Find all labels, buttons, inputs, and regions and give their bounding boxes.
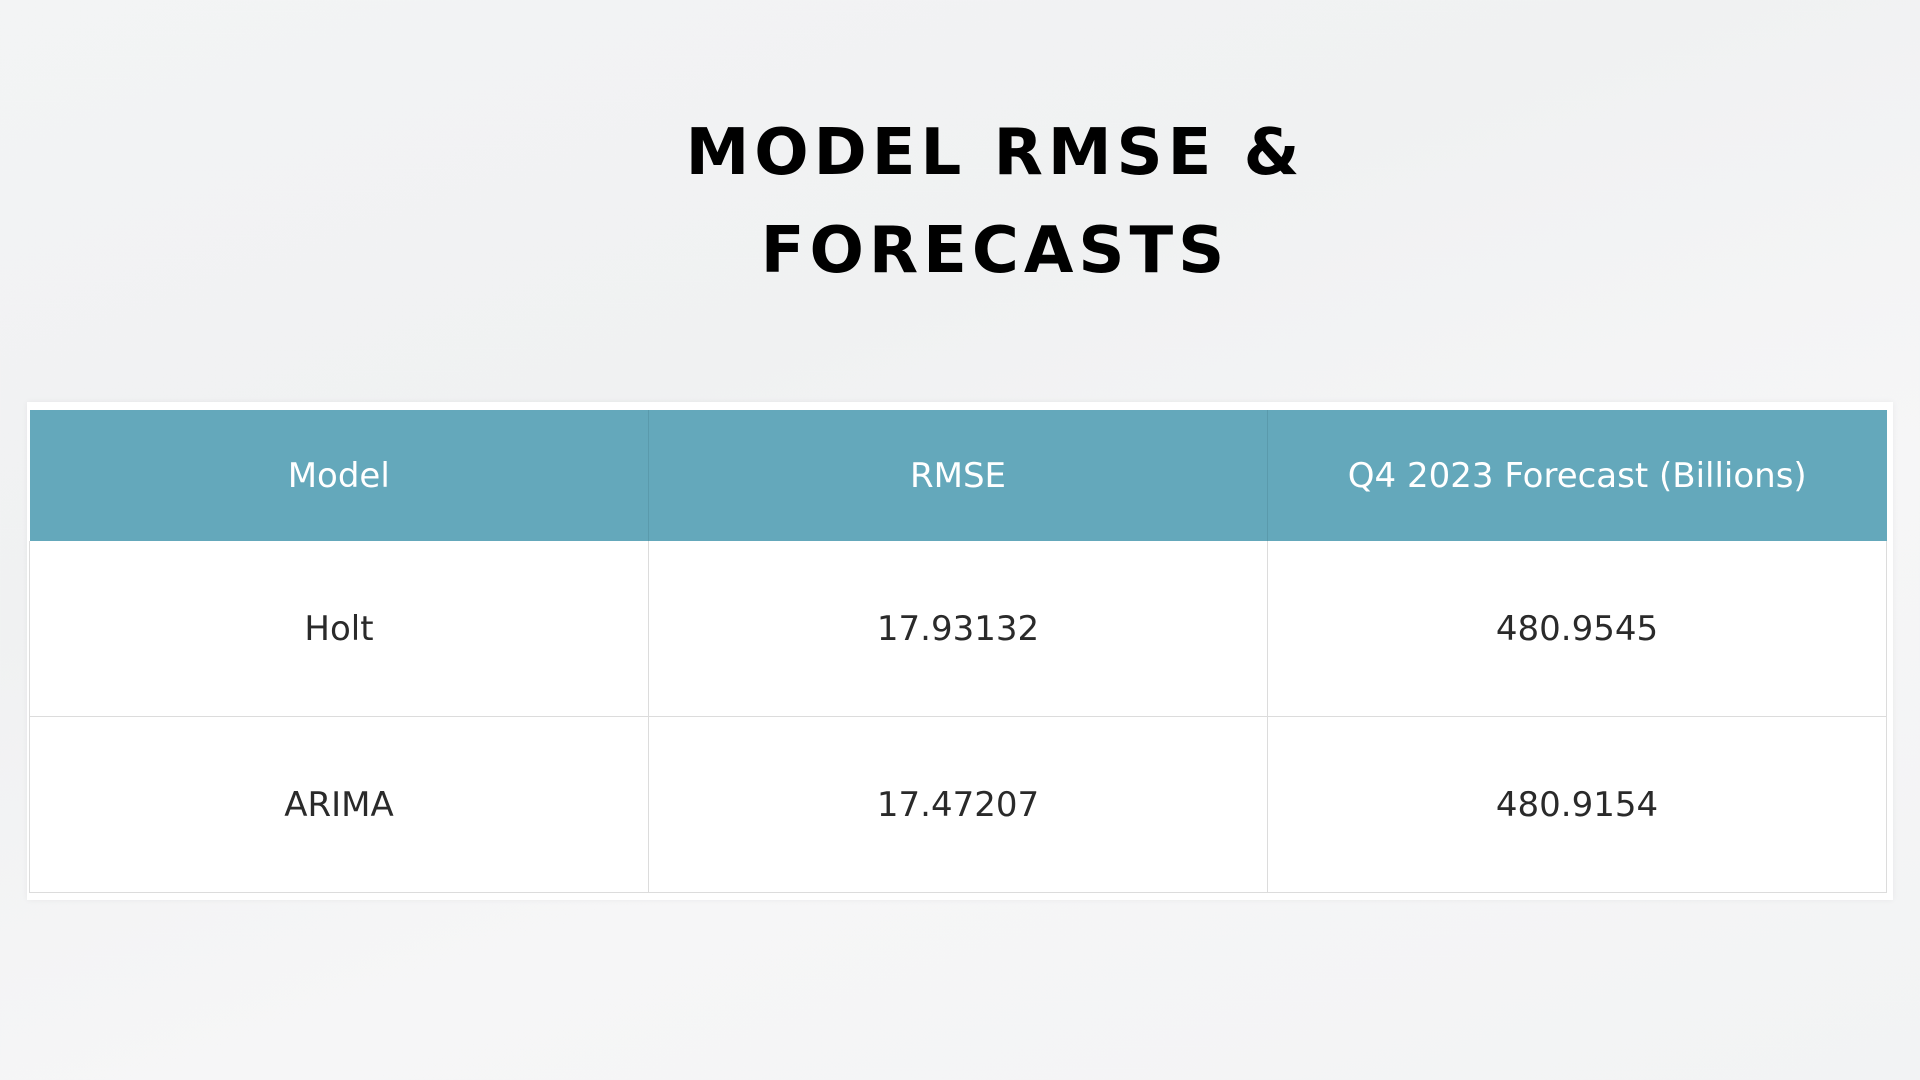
table-card: Model RMSE Q4 2023 Forecast (Billions) H… (27, 402, 1893, 900)
cell-model: Holt (29, 541, 649, 717)
cell-rmse: 17.93132 (648, 541, 1268, 717)
table-body: Holt 17.93132 480.9545 ARIMA 17.47207 48… (29, 541, 1887, 893)
cell-forecast: 480.9154 (1267, 716, 1887, 893)
table-row: Holt 17.93132 480.9545 (29, 541, 1887, 717)
header-rmse: RMSE (648, 410, 1268, 541)
slide-title: MODEL RMSE & FORECASTS (0, 104, 1920, 300)
header-row: Model RMSE Q4 2023 Forecast (Billions) (29, 410, 1887, 541)
table-header: Model RMSE Q4 2023 Forecast (Billions) (29, 410, 1887, 541)
cell-model: ARIMA (29, 716, 649, 893)
cell-forecast: 480.9545 (1267, 541, 1887, 717)
header-model: Model (29, 410, 649, 541)
rmse-forecast-table: Model RMSE Q4 2023 Forecast (Billions) H… (29, 410, 1887, 893)
cell-rmse: 17.47207 (648, 716, 1268, 893)
slide-title-line-1: MODEL RMSE & (685, 116, 1305, 190)
header-forecast: Q4 2023 Forecast (Billions) (1267, 410, 1887, 541)
slide-title-line-2: FORECASTS (760, 214, 1230, 288)
table-row: ARIMA 17.47207 480.9154 (29, 716, 1887, 893)
